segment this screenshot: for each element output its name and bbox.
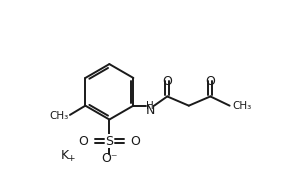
Text: +: + bbox=[67, 154, 74, 163]
Text: O⁻: O⁻ bbox=[101, 152, 118, 165]
Text: CH₃: CH₃ bbox=[49, 111, 68, 121]
Text: O: O bbox=[162, 75, 172, 88]
Text: CH₃: CH₃ bbox=[232, 101, 251, 111]
Text: O: O bbox=[79, 135, 89, 148]
Text: S: S bbox=[105, 135, 113, 148]
Text: O: O bbox=[130, 135, 140, 148]
Text: N: N bbox=[146, 104, 155, 117]
Text: H: H bbox=[147, 101, 154, 111]
Text: K: K bbox=[61, 149, 69, 162]
Text: O: O bbox=[205, 75, 215, 88]
